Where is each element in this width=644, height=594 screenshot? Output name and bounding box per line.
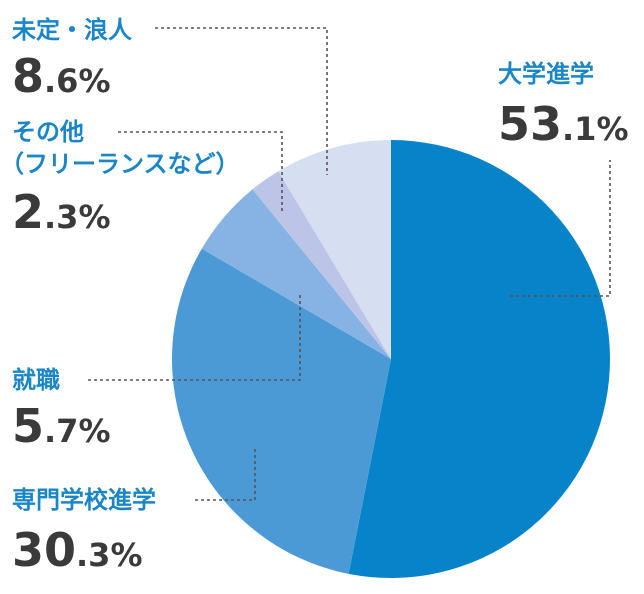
- pie-slice-undecided: [278, 140, 391, 359]
- value-employment: 5.7%: [12, 399, 111, 453]
- pie-slice-employment: [201, 189, 391, 359]
- leader-line-undecided: [155, 27, 328, 175]
- label-undecided: 未定・浪人: [12, 16, 132, 44]
- value-undecided-dec: .6%: [44, 62, 110, 100]
- value-university-dec: .1%: [562, 110, 628, 148]
- leader-line-other: [118, 131, 283, 213]
- value-university-int: 53: [498, 97, 562, 151]
- value-employment-int: 5: [12, 399, 44, 453]
- leader-line-employment: [88, 293, 301, 381]
- label-university: 大学進学: [498, 60, 594, 88]
- pie-slice-university: [348, 140, 610, 578]
- label-other-note: （フリーランスなど）: [0, 150, 240, 178]
- value-university: 53.1%: [498, 97, 629, 151]
- value-other-int: 2: [12, 185, 44, 239]
- pie-slices: [172, 140, 610, 578]
- leader-lines: [88, 27, 611, 501]
- label-vocational: 専門学校進学: [12, 486, 156, 514]
- pie-slice-vocational: [172, 248, 391, 574]
- value-vocational: 30.3%: [12, 523, 143, 577]
- label-other: その他: [12, 118, 84, 146]
- value-other-dec: .3%: [44, 198, 110, 236]
- pie-slice-other: [252, 171, 391, 359]
- value-undecided-int: 8: [12, 49, 44, 103]
- leader-line-vocational: [195, 448, 256, 501]
- value-other: 2.3%: [12, 185, 111, 239]
- value-employment-dec: .7%: [44, 412, 110, 450]
- value-vocational-dec: .3%: [76, 536, 142, 574]
- label-employment: 就職: [12, 366, 60, 394]
- value-vocational-int: 30: [12, 523, 76, 577]
- value-undecided: 8.6%: [12, 49, 111, 103]
